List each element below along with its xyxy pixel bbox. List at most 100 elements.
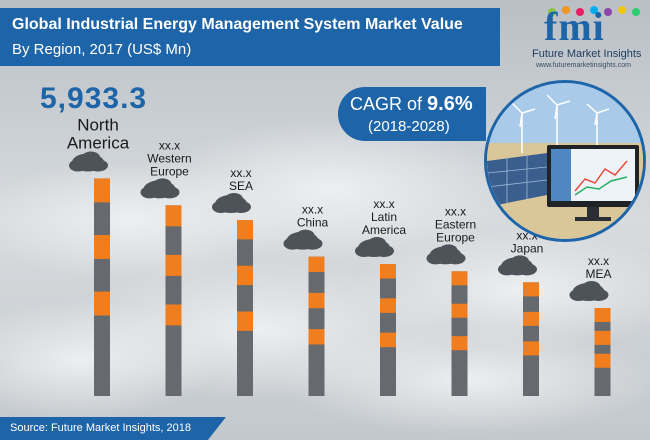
logo-letters: fmi xyxy=(544,4,605,49)
chimney-band xyxy=(165,254,182,276)
chimney-band xyxy=(380,332,396,348)
chimney-band xyxy=(165,304,182,326)
smoke-puff xyxy=(212,201,230,213)
smoke-puff xyxy=(368,237,386,249)
chimney-band xyxy=(523,311,539,326)
smoke-puff xyxy=(283,237,302,250)
smoke-puff xyxy=(355,245,373,257)
chimney-band xyxy=(451,336,468,351)
source-banner: Source: Future Market Insights, 2018 xyxy=(0,417,226,440)
chimney-bar xyxy=(380,264,396,396)
chart-subtitle: By Region, 2017 (US$ Mn) xyxy=(12,41,192,58)
chart-title: Global Industrial Energy Management Syst… xyxy=(12,16,463,33)
category-label: North xyxy=(77,115,119,134)
chimney-band xyxy=(451,271,468,286)
cagr-period: (2018-2028) xyxy=(368,118,450,135)
cagr-value: 9.6% xyxy=(427,93,473,115)
smoke-cloud-icon xyxy=(498,255,537,276)
source-text: Source: Future Market Insights, 2018 xyxy=(10,422,191,434)
chimney-bar xyxy=(523,282,539,396)
category-label: China xyxy=(297,216,329,230)
value-label: xx.x xyxy=(302,203,323,217)
smoke-cloud-icon xyxy=(355,237,394,257)
chimney-band xyxy=(523,282,539,297)
energy-monitor-illustration xyxy=(484,80,646,242)
smoke-puff xyxy=(498,263,516,276)
wind-solar-monitor-icon xyxy=(487,83,643,239)
chimney-bar xyxy=(308,256,325,396)
category-label: Europe xyxy=(150,164,189,178)
cagr-prefix: CAGR of xyxy=(350,94,428,114)
chimney-band xyxy=(594,308,611,322)
category-label: SEA xyxy=(229,179,253,193)
smoke-puff xyxy=(439,244,458,257)
smoke-puff xyxy=(426,252,445,265)
chimney-band xyxy=(165,205,182,227)
chimney-band xyxy=(594,353,611,368)
value-label: xx.x xyxy=(373,197,394,211)
value-label: xx.x xyxy=(445,204,466,218)
chimney-band xyxy=(94,178,110,203)
category-label: Europe xyxy=(436,230,475,244)
chimney-band xyxy=(308,256,325,272)
category-label: MEA xyxy=(585,267,611,281)
smoke-puff xyxy=(511,255,529,268)
smoke-puff xyxy=(569,289,588,301)
category-label: Japan xyxy=(511,241,544,255)
north-america-value: 5,933.3 xyxy=(40,82,148,115)
category-label: America xyxy=(362,223,406,237)
smoke-cloud-icon xyxy=(69,151,108,172)
chimney-band xyxy=(308,329,325,345)
smoke-cloud-icon xyxy=(426,244,466,265)
logo-url: www.futuremarketinsights.com xyxy=(536,62,631,69)
smoke-puff xyxy=(296,229,315,242)
chimney-band xyxy=(380,264,396,279)
chimney-band xyxy=(594,330,611,345)
chimney-band xyxy=(451,303,468,318)
fmi-logo: fmi Future Market Insights www.futuremar… xyxy=(530,6,645,76)
smoke-puff xyxy=(225,193,243,205)
chimney-bar xyxy=(237,220,253,396)
cagr-callout: CAGR of 9.6% (2018-2028) xyxy=(338,87,486,141)
chimney-bar xyxy=(94,178,110,396)
chimney-band xyxy=(380,298,396,313)
value-label: xx.x xyxy=(230,166,251,180)
category-label: America xyxy=(67,133,130,152)
smoke-cloud-icon xyxy=(212,193,251,213)
smoke-puff xyxy=(153,178,172,191)
smoke-cloud-icon xyxy=(283,229,323,250)
smoke-puff xyxy=(69,159,87,172)
smoke-cloud-icon xyxy=(140,178,180,199)
chimney-band xyxy=(94,235,110,259)
category-label: Latin xyxy=(371,210,397,224)
chimney-bar xyxy=(451,271,468,396)
smoke-puff xyxy=(82,151,100,164)
chimney-band xyxy=(308,292,325,309)
smoke-puff xyxy=(582,281,601,293)
category-label: Western xyxy=(147,151,191,165)
logo-dots-icon xyxy=(548,6,640,16)
smoke-cloud-icon xyxy=(569,281,609,301)
cagr-text: CAGR of 9.6% xyxy=(350,93,473,116)
chimney-band xyxy=(237,265,253,286)
value-label: xx.x xyxy=(159,138,180,152)
category-label: Eastern xyxy=(435,217,476,231)
chimney-band xyxy=(94,291,110,316)
chimney-band xyxy=(237,311,253,331)
logo-company-name: Future Market Insights xyxy=(532,48,642,60)
chimney-bar xyxy=(594,308,611,396)
chimney-band xyxy=(523,341,539,356)
title-banner: Global Industrial Energy Management Syst… xyxy=(0,8,500,66)
smoke-puff xyxy=(140,186,159,199)
chimney-band xyxy=(237,220,253,240)
chimney-bar xyxy=(165,205,182,396)
